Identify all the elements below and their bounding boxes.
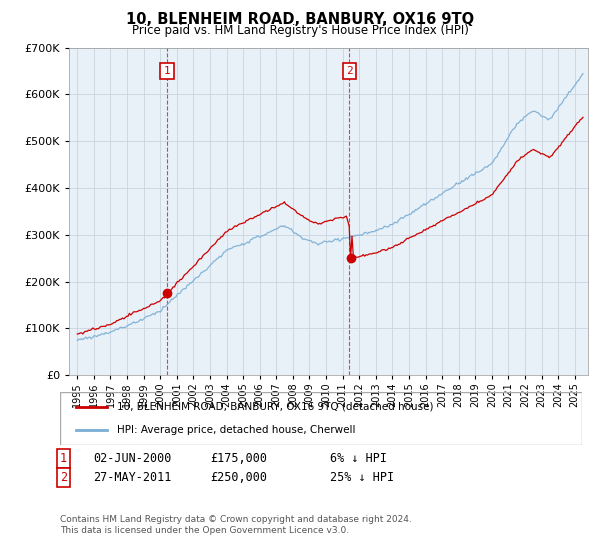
Text: 25% ↓ HPI: 25% ↓ HPI [330, 470, 394, 484]
Text: This data is licensed under the Open Government Licence v3.0.: This data is licensed under the Open Gov… [60, 526, 349, 535]
Text: 2: 2 [60, 470, 67, 484]
Text: 6% ↓ HPI: 6% ↓ HPI [330, 451, 387, 465]
Text: Price paid vs. HM Land Registry's House Price Index (HPI): Price paid vs. HM Land Registry's House … [131, 24, 469, 37]
Text: 02-JUN-2000: 02-JUN-2000 [93, 451, 172, 465]
Text: £250,000: £250,000 [210, 470, 267, 484]
Text: 2: 2 [346, 66, 353, 76]
Text: £175,000: £175,000 [210, 451, 267, 465]
Text: 27-MAY-2011: 27-MAY-2011 [93, 470, 172, 484]
Text: 1: 1 [60, 451, 67, 465]
Text: 10, BLENHEIM ROAD, BANBURY, OX16 9TQ (detached house): 10, BLENHEIM ROAD, BANBURY, OX16 9TQ (de… [118, 402, 434, 412]
Text: Contains HM Land Registry data © Crown copyright and database right 2024.: Contains HM Land Registry data © Crown c… [60, 515, 412, 524]
Text: 10, BLENHEIM ROAD, BANBURY, OX16 9TQ: 10, BLENHEIM ROAD, BANBURY, OX16 9TQ [126, 12, 474, 27]
Text: HPI: Average price, detached house, Cherwell: HPI: Average price, detached house, Cher… [118, 425, 356, 435]
Text: 1: 1 [164, 66, 170, 76]
